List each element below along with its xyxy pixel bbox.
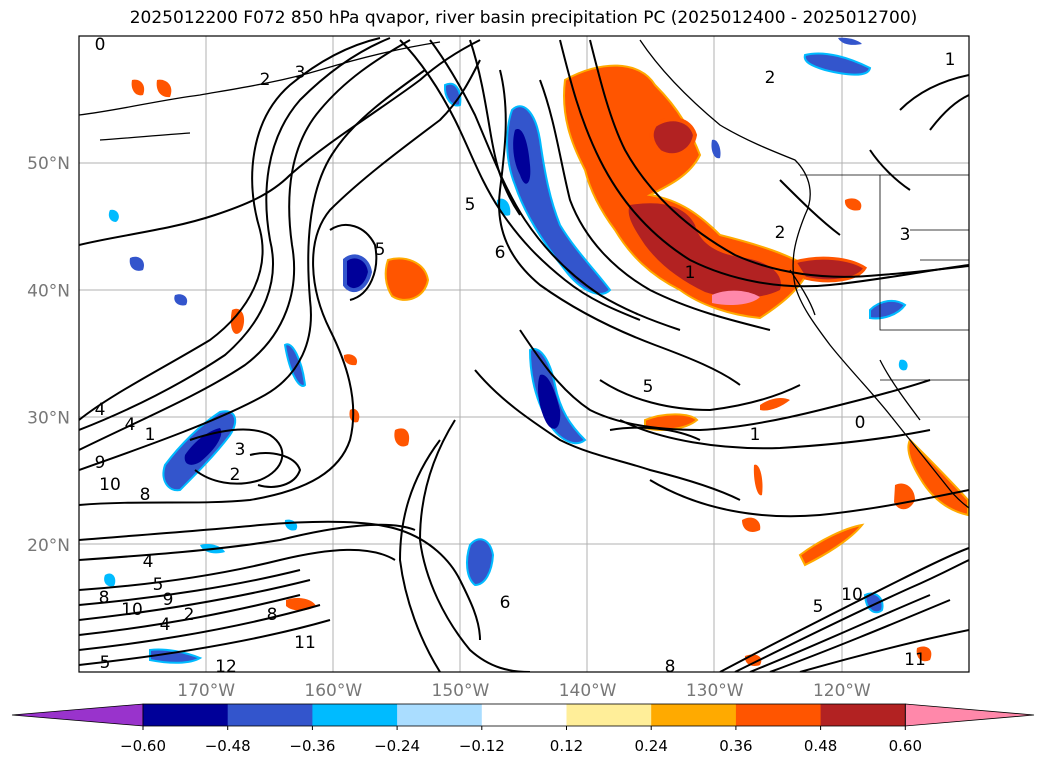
- contour-value-label: 6: [495, 243, 506, 263]
- coastlines: [79, 39, 969, 509]
- colorbar-extend-high: [904, 703, 1035, 727]
- longitude-label: 140°W: [559, 681, 617, 701]
- longitude-label: 130°W: [686, 681, 744, 701]
- contour-value-label: 11: [904, 650, 926, 670]
- contour-value-label: 0: [855, 413, 866, 433]
- contour-value-label: 3: [295, 63, 306, 83]
- contour-value-label: 8: [665, 657, 676, 677]
- contour-value-label: 1: [145, 425, 156, 445]
- map-frame: [78, 35, 970, 673]
- contour-value-label: 2: [765, 68, 776, 88]
- contour-value-label: 4: [125, 415, 136, 435]
- latitude-label: 30°N: [27, 409, 70, 429]
- colorbar-tick-label: −0.24: [374, 737, 420, 755]
- latitude-labels: 50°N 40°N 30°N 20°N: [27, 154, 70, 556]
- contour-value-label: 5: [465, 195, 476, 215]
- contour-value-label: 9: [163, 590, 174, 610]
- contour-value-label: 8: [140, 485, 151, 505]
- colorbar-tick-label: −0.60: [120, 737, 166, 755]
- contour-value-label: 1: [945, 50, 956, 70]
- colorbar-tick-label: 0.48: [804, 737, 837, 755]
- map-field: [79, 36, 969, 672]
- latitude-label: 50°N: [27, 154, 70, 174]
- colorbar-swatch: [735, 704, 822, 726]
- contour-value-label: 1: [685, 263, 696, 283]
- contour-value-label: 3: [900, 225, 911, 245]
- contour-value-label: 4: [95, 400, 106, 420]
- latitude-label: 20°N: [27, 536, 70, 556]
- colorbar-swatch: [820, 704, 906, 726]
- latitude-label: 40°N: [27, 281, 70, 301]
- contour-value-label: 2: [184, 605, 195, 625]
- contour-value-label: 9: [95, 453, 106, 473]
- contour-value-label: 11: [294, 633, 316, 653]
- contour-value-label: 6: [500, 593, 511, 613]
- contour-value-label: 5: [813, 597, 824, 617]
- colorbar-tick-label: 0.12: [550, 737, 583, 755]
- qvapor-contours: [79, 37, 969, 672]
- colorbar-swatch: [397, 704, 483, 726]
- longitude-labels: 170°W 160°W 150°W 140°W 130°W 120°W: [177, 681, 871, 701]
- contour-value-label: 10: [841, 585, 863, 605]
- colorbar-swatch: [566, 704, 652, 726]
- contour-value-label: 8: [267, 605, 278, 625]
- contour-value-label: 12: [215, 657, 237, 677]
- colorbar-swatch: [227, 704, 313, 726]
- contour-value-label: 2: [230, 465, 241, 485]
- colorbar: −0.60 −0.48 −0.36 −0.24 −0.12 0.12 0.24 0.36 0.4…: [11, 703, 1035, 755]
- colorbar-tick-label: −0.12: [459, 737, 505, 755]
- contour-value-label: 5: [375, 240, 386, 260]
- colorbar-tick-label: 0.24: [634, 737, 667, 755]
- contour-value-label: 5: [153, 575, 164, 595]
- colorbar-swatch: [481, 704, 567, 726]
- contour-value-label: 1: [750, 425, 761, 445]
- colorbar-frame: [142, 703, 906, 727]
- contour-value-label: 0: [95, 35, 106, 55]
- contour-value-label: 4: [160, 615, 171, 635]
- longitude-label: 160°W: [304, 681, 362, 701]
- colorbar-tick-label: −0.36: [289, 737, 335, 755]
- contour-value-label: 4: [143, 552, 154, 572]
- borders: [800, 174, 969, 381]
- precip-positive-anomalies: [131, 64, 969, 666]
- precip-negative-anomalies: [104, 37, 908, 664]
- colorbar-swatch: [651, 704, 737, 726]
- map-title: 2025012200 F072 850 hPa qvapor, river ba…: [129, 8, 918, 28]
- colorbar-tick-label: −0.48: [205, 737, 251, 755]
- contour-value-label: 5: [643, 377, 654, 397]
- contour-value-label: 8: [99, 588, 110, 608]
- longitude-label: 170°W: [177, 681, 235, 701]
- contour-value-label: 2: [775, 223, 786, 243]
- longitude-label: 150°W: [432, 681, 490, 701]
- colorbar-swatch: [312, 704, 398, 726]
- contour-value-label: 10: [121, 600, 143, 620]
- colorbar-tick-label: 0.60: [889, 737, 922, 755]
- colorbar-extend-low: [11, 703, 144, 727]
- colorbar-swatch: [143, 704, 229, 726]
- contour-value-label: 10: [99, 475, 121, 495]
- contour-value-label: 5: [100, 653, 111, 673]
- longitude-label: 120°W: [813, 681, 871, 701]
- contour-value-label: 3: [235, 440, 246, 460]
- colorbar-tick-label: 0.36: [719, 737, 752, 755]
- contour-value-label: 2: [260, 70, 271, 90]
